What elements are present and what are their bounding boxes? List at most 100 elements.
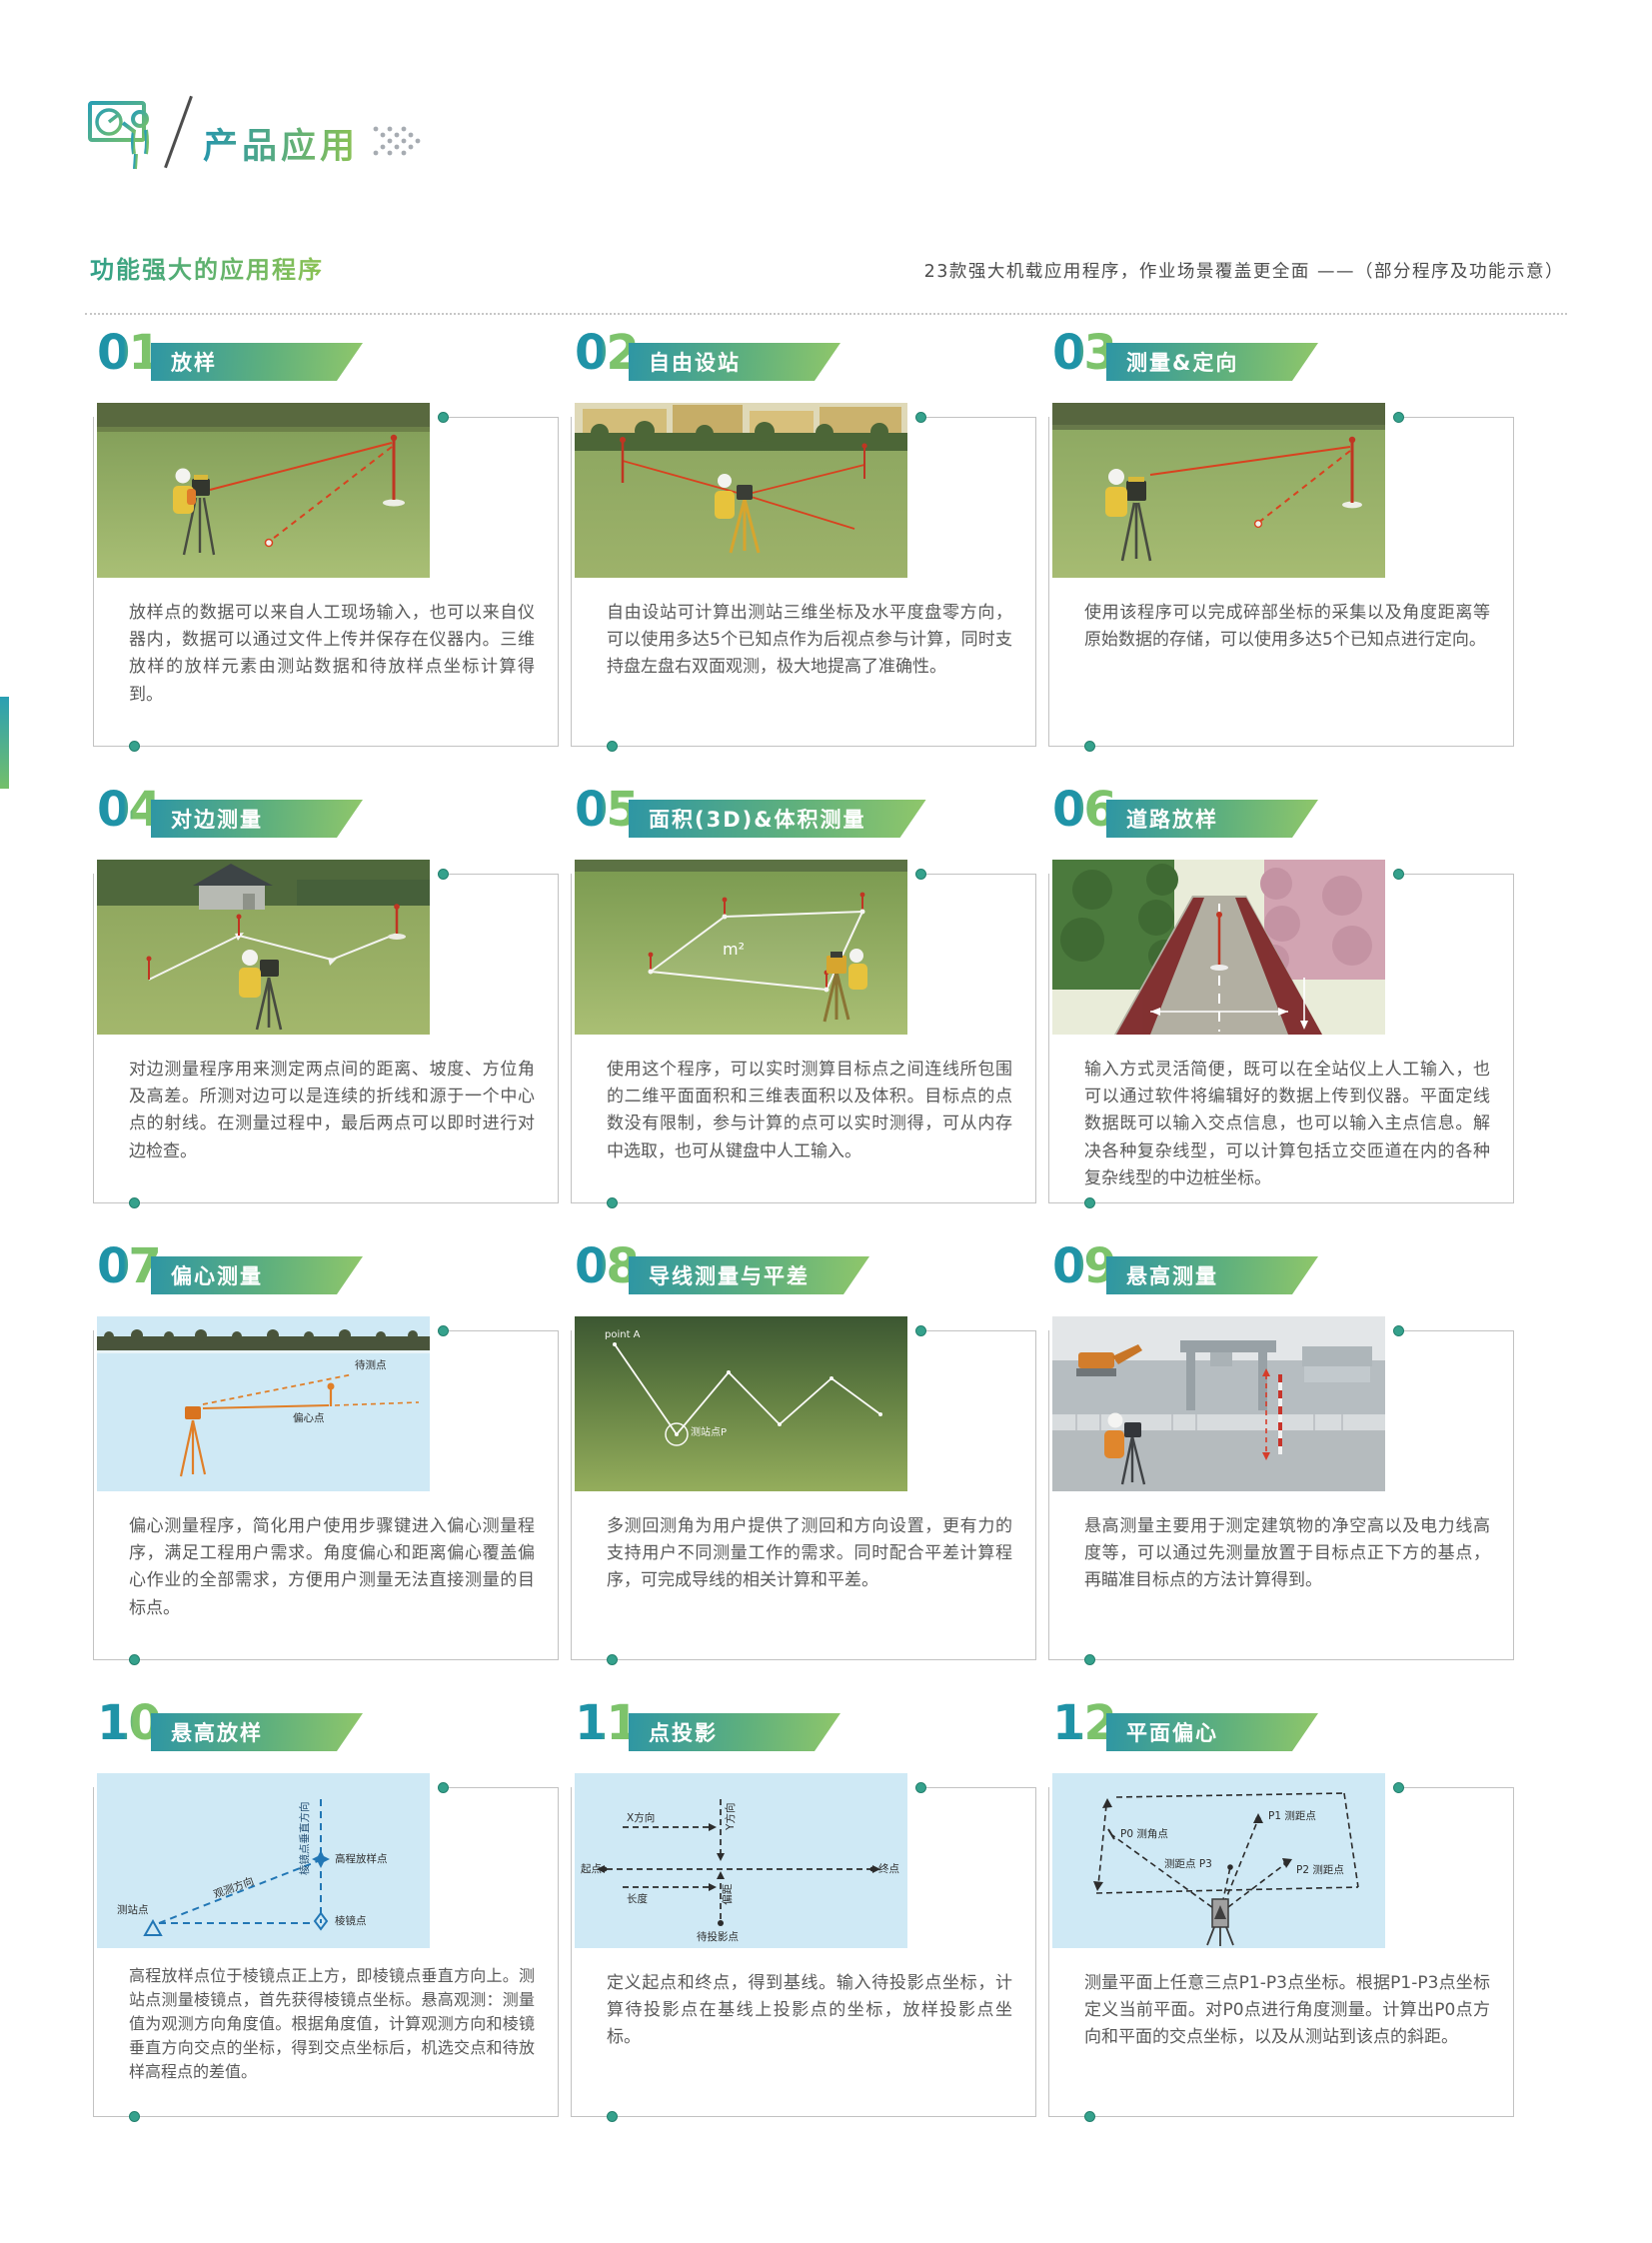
chevron-dots-icon [373, 126, 425, 160]
connector-dot-icon [438, 1325, 449, 1336]
connector-dot-icon [915, 869, 926, 880]
elevation-stakeout-point-label: 高程放样点 [335, 1853, 388, 1865]
card-header: 03 测量&定向 [1052, 329, 1515, 399]
card-header: 06 道路放样 [1052, 786, 1515, 856]
card-title: 放样 [171, 351, 217, 375]
prism-point-label: 棱镜点 [335, 1915, 367, 1927]
card-header: 11 点投影 [575, 1699, 1037, 1769]
x-direction-label: X方向 [627, 1812, 656, 1824]
section-tagline: 23款强大机载应用程序，作业场景覆盖更全面 ——（部分程序及功能示意） [923, 262, 1564, 282]
card-frame [1048, 417, 1514, 747]
point-a-label: point A [605, 1329, 641, 1340]
connector-dot-icon [1393, 869, 1404, 880]
card-measure-orient: 03 测量&定向 使用该程序可以完成碎 [1048, 329, 1515, 792]
connector-dot-icon [129, 1654, 140, 1665]
card-header: 12 平面偏心 [1052, 1699, 1515, 1769]
connector-dot-icon [438, 1782, 449, 1793]
card-title-banner: 测量&定向 [1106, 343, 1318, 381]
section-heading: 功能强大的应用程序 [90, 250, 324, 285]
connector-dot-icon [1084, 1197, 1095, 1208]
free-station-photo [575, 403, 907, 578]
card-title-banner: 悬高测量 [1106, 1256, 1318, 1294]
card-number: 03 [1052, 325, 1117, 381]
card-frame [1048, 874, 1514, 1203]
card-header: 01 放样 [97, 329, 560, 399]
card-number: 10 [97, 1695, 162, 1751]
p1-distance-point-label: P1 测距点 [1268, 1810, 1316, 1822]
card-title: 悬高放样 [171, 1721, 263, 1745]
end-point-label: 终点 [878, 1863, 899, 1875]
card-frame [571, 1330, 1036, 1660]
p3-distance-point-label: 测距点 P3 [1164, 1858, 1212, 1870]
card-title-banner: 面积(3D)&体积测量 [629, 800, 926, 838]
connector-dot-icon [1084, 1654, 1095, 1665]
card-title-banner: 平面偏心 [1106, 1713, 1318, 1751]
connector-dot-icon [1393, 1782, 1404, 1793]
card-frame [571, 874, 1036, 1203]
point-to-project-label: 待投影点 [697, 1931, 739, 1943]
card-title: 点投影 [649, 1721, 718, 1745]
card-description: 自由设站可计算出测站三维坐标及水平度盘零方向，可以使用多达5个已知点作为后视点参… [607, 603, 1012, 678]
card-plane-offset: 12 平面偏心 [1048, 1699, 1515, 2162]
card-title-banner: 偏心测量 [151, 1256, 363, 1294]
card-remote-stakeout: 10 悬高放样 棱镜点垂直方向 高程放样点 观测方向 测站点 棱镜点 [93, 1699, 560, 2162]
card-description: 测量平面上任意三点P1-P3点坐标。根据P1-P3点坐标定义当前平面。对P0点进… [1084, 1973, 1490, 2048]
card-frame [1048, 1330, 1514, 1660]
card-missing-line: 04 对边测量 [93, 786, 560, 1248]
card-description: 对边测量程序用来测定两点间的距离、坡度、方位角及高差。所测对边可以是连续的折线和… [129, 1060, 535, 1161]
measure-orient-photo [1052, 403, 1385, 578]
card-frame [1048, 1787, 1514, 2117]
remote-elevation-photo [1052, 1316, 1385, 1491]
page-title: 产品应用 [203, 118, 359, 169]
card-title: 平面偏心 [1126, 1721, 1218, 1745]
card-header: 07 偏心测量 [97, 1242, 560, 1312]
card-description: 偏心测量程序，简化用户使用步骤键进入偏心测量程序，满足工程用户需求。角度偏心和距… [129, 1516, 535, 1618]
card-area-volume: 05 面积(3D)&体积测量 m² 使用这个程序，可以实时测算 [571, 786, 1037, 1248]
connector-dot-icon [915, 1325, 926, 1336]
connector-dot-icon [129, 1197, 140, 1208]
card-frame [93, 417, 559, 747]
card-frame [571, 1787, 1036, 2117]
dotted-separator [85, 313, 1567, 315]
eccentric-measure-diagram: 待测点 偏心点 [97, 1316, 430, 1491]
card-frame-topline [444, 417, 559, 418]
connector-dot-icon [607, 1197, 618, 1208]
traverse-photo: point A 测站点P [575, 1316, 907, 1491]
connector-dot-icon [1084, 2111, 1095, 2122]
card-title: 自由设站 [649, 351, 741, 375]
connector-dot-icon [438, 412, 449, 423]
area-unit-label: m² [723, 940, 745, 959]
card-road-stakeout: 06 道路放样 [1048, 786, 1515, 1248]
card-frame-topline [444, 1330, 559, 1331]
card-number: 11 [575, 1695, 640, 1751]
card-frame-topline [1399, 417, 1514, 418]
card-header: 10 悬高放样 [97, 1699, 560, 1769]
card-frame [571, 417, 1036, 747]
card-title-banner: 点投影 [629, 1713, 840, 1751]
offset-label: 偏距 [721, 1883, 734, 1905]
connector-dot-icon [129, 2111, 140, 2122]
card-remote-elevation: 09 悬高测量 [1048, 1242, 1515, 1705]
card-title: 偏心测量 [171, 1264, 263, 1288]
page-edge-accent-bar [0, 697, 9, 789]
card-frame-topline [1399, 1330, 1514, 1331]
card-header: 05 面积(3D)&体积测量 [575, 786, 1037, 856]
header-slash-divider [164, 95, 193, 169]
card-frame-topline [921, 417, 1036, 418]
card-frame-topline [921, 1330, 1036, 1331]
card-number: 02 [575, 325, 640, 381]
p0-angle-point-label: P0 测角点 [1120, 1828, 1168, 1840]
area-volume-photo: m² [575, 860, 907, 1035]
card-eccentric-measure: 07 偏心测量 待测点 偏心点 偏心测量程序，简化用户使用步骤键进入 [93, 1242, 560, 1705]
presentation-chart-icon [85, 92, 167, 178]
card-traverse-adjustment: 08 导线测量与平差 point A 测站点P 多测回测角为用户提供了测回和方向… [571, 1242, 1037, 1705]
plane-offset-diagram: P1 测距点 P0 测角点 测距点 P3 P2 测距点 [1052, 1773, 1385, 1948]
connector-dot-icon [915, 1782, 926, 1793]
application-cards-grid: 01 放样 放样点的 [93, 329, 1515, 2162]
connector-dot-icon [607, 2111, 618, 2122]
card-number: 04 [97, 782, 162, 838]
card-header: 02 自由设站 [575, 329, 1037, 399]
card-title: 对边测量 [171, 808, 263, 832]
card-stakeout: 01 放样 放样点的 [93, 329, 560, 792]
connector-dot-icon [607, 1654, 618, 1665]
